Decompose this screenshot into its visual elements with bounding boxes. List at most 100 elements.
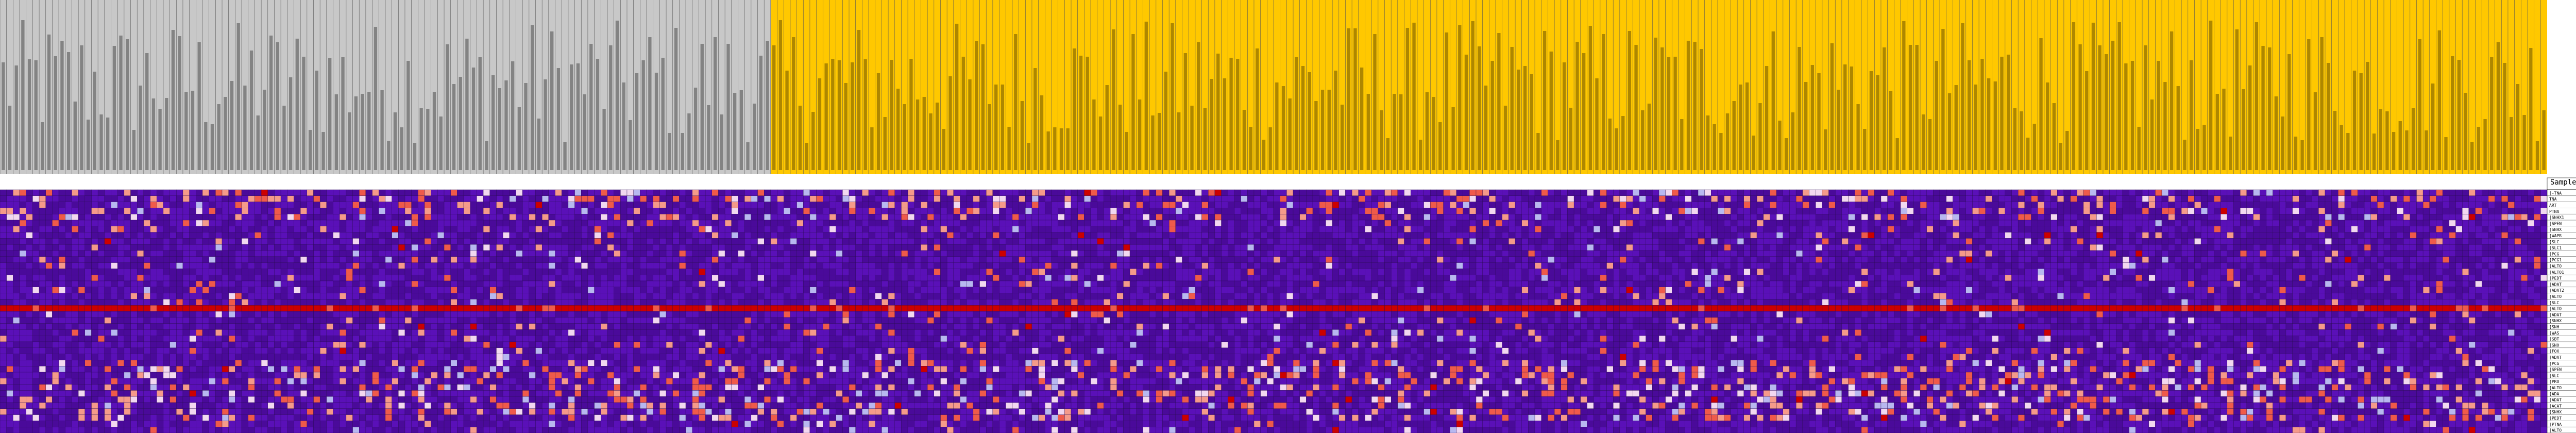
column-label-mark [400, 127, 403, 170]
heatmap-cell [170, 195, 177, 202]
heatmap-cell [1397, 226, 1404, 232]
heatmap-cell [2005, 189, 2012, 196]
heatmap-cell [1338, 195, 1346, 202]
heatmap-cell [143, 214, 150, 221]
heatmap-cell [1789, 232, 1797, 239]
column-label-mark [86, 120, 90, 170]
heatmap-cell [1619, 220, 1626, 227]
heatmap-cell [26, 195, 33, 202]
heatmap-cell [1038, 238, 1045, 245]
heatmap-cell [2344, 189, 2351, 196]
heatmap-cell [1815, 250, 1823, 257]
heatmap-cell [1633, 208, 1640, 214]
heatmap-cell [946, 238, 954, 245]
heatmap-cell [2416, 195, 2424, 202]
heatmap-cell [1351, 250, 1359, 257]
heatmap-cell [1900, 214, 1907, 221]
heatmap-cell [646, 189, 653, 196]
heatmap-cell [620, 214, 628, 221]
heatmap-cell [1900, 202, 1907, 208]
heatmap-cell [2501, 202, 2509, 208]
heatmap-cell [1815, 232, 1823, 239]
column-label-mark [2398, 121, 2402, 170]
heatmap-cell [1156, 226, 1163, 232]
heatmap-cell [2338, 202, 2345, 208]
heatmap-cell [228, 208, 235, 214]
heatmap-cell [2090, 208, 2097, 214]
heatmap-cell [313, 214, 320, 221]
heatmap-cell [1639, 226, 1646, 232]
heatmap-cell [2521, 244, 2528, 251]
heatmap-cell [26, 202, 33, 208]
heatmap-cell [1789, 208, 1797, 214]
heatmap-cell [2312, 244, 2319, 251]
heatmap-cell [157, 214, 164, 221]
heatmap-cell [1012, 244, 1019, 251]
heatmap-cell [1162, 238, 1170, 245]
heatmap-cell [26, 189, 33, 196]
heatmap-cell [574, 232, 582, 239]
heatmap-cell [1476, 214, 1483, 221]
heatmap-cell [2299, 226, 2306, 232]
heatmap-cell [1456, 214, 1463, 221]
heatmap-cell [189, 250, 196, 257]
heatmap-cell [319, 189, 327, 196]
heatmap-cell [646, 214, 653, 221]
heatmap-cell [1795, 250, 1803, 257]
heatmap-cell [614, 189, 621, 196]
heatmap-cell [26, 232, 33, 239]
heatmap-cell [2436, 232, 2443, 239]
column-label-mark [570, 64, 573, 170]
heatmap-cell [1920, 208, 1927, 214]
heatmap-cell [1495, 226, 1502, 232]
heatmap-cell [287, 238, 294, 245]
heatmap-cell [1482, 220, 1489, 227]
heatmap-cell [294, 238, 301, 245]
heatmap-cell [744, 250, 752, 257]
heatmap-cell [509, 195, 516, 202]
heatmap-cell [979, 208, 987, 214]
heatmap-cell [633, 202, 640, 208]
heatmap-cell [1894, 220, 1901, 227]
heatmap-cell [529, 238, 536, 245]
heatmap-cell [45, 244, 53, 251]
heatmap-cell [2148, 220, 2156, 227]
heatmap-cell [1985, 195, 1992, 202]
heatmap-cell [2462, 195, 2469, 202]
heatmap-cell [1116, 202, 1124, 208]
heatmap-cell [1045, 189, 1052, 196]
heatmap-cell [1509, 250, 1516, 257]
heatmap-cell [1201, 244, 1209, 251]
column-label-mark [1086, 57, 1089, 170]
column-label-mark [2026, 138, 2030, 170]
heatmap-cell [555, 220, 562, 227]
heatmap-cell [470, 238, 477, 245]
heatmap-cell [2168, 244, 2175, 251]
heatmap-cell [724, 189, 732, 196]
heatmap-cell [2005, 202, 2012, 208]
heatmap-cell [2260, 208, 2267, 214]
heatmap-cell [1600, 202, 1607, 208]
heatmap-cell [1025, 244, 1032, 251]
heatmap-cell [1724, 220, 1731, 227]
heatmap-cell [2077, 189, 2084, 196]
heatmap-cell [849, 250, 856, 257]
heatmap-cell [1188, 238, 1196, 245]
column-label-mark [935, 103, 939, 170]
heatmap-cell [1992, 208, 1999, 214]
heatmap-cell [744, 214, 752, 221]
column-label-mark [2046, 82, 2049, 170]
heatmap-cell [431, 244, 438, 251]
heatmap-cell [1822, 244, 1829, 251]
heatmap-cell [940, 208, 947, 214]
heatmap-cell [84, 214, 92, 221]
heatmap-cell [1593, 208, 1601, 214]
heatmap-cell [1436, 226, 1444, 232]
heatmap-cell [359, 189, 366, 196]
heatmap-cell [535, 202, 543, 208]
heatmap-cell [2050, 244, 2058, 251]
heatmap-cell [1783, 208, 1790, 214]
heatmap-cell [1685, 226, 1692, 232]
heatmap-cell [19, 189, 26, 196]
